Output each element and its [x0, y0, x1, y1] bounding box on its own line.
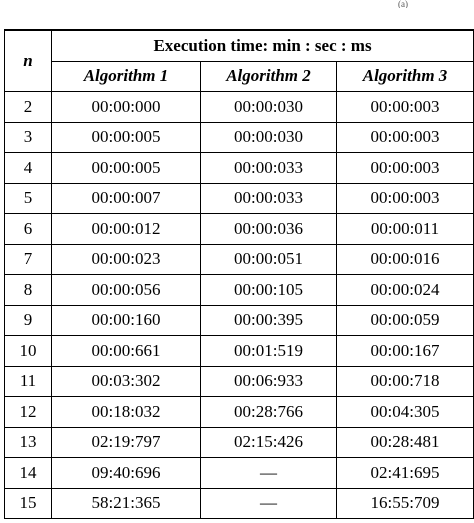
- algorithm-2-time-cell: 00:01:519: [200, 335, 337, 367]
- n-cell: 12: [4, 396, 52, 428]
- algorithm-3-time-cell: 00:00:024: [335, 274, 474, 306]
- algorithm-2-time-cell: 02:15:426: [200, 426, 337, 458]
- algorithm-3-time-cell: 00:00:003: [335, 182, 474, 214]
- algorithm-3-header: Algorithm 3: [335, 60, 474, 92]
- algorithm-2-time-cell: 00:00:036: [200, 213, 337, 245]
- algorithm-1-time-cell: 00:00:012: [51, 213, 201, 245]
- header-row-algorithms: Algorithm 1 Algorithm 2 Algorithm 3: [5, 60, 474, 92]
- n-cell: 5: [4, 182, 52, 214]
- algorithm-1-time-cell: 00:00:007: [51, 182, 201, 214]
- algorithm-1-header: Algorithm 1: [51, 60, 201, 92]
- algorithm-3-time-cell: 02:41:695: [335, 457, 474, 489]
- n-cell: 2: [4, 91, 52, 123]
- table-row: 13 02:19:797 02:15:426 00:28:481: [4, 426, 474, 458]
- execution-time-header: Execution time: min : sec : ms: [50, 29, 474, 62]
- algorithm-2-time-cell: 00:00:105: [200, 274, 337, 306]
- n-cell: 14: [4, 457, 52, 489]
- header-row-group: n Execution time: min : sec : ms: [4, 29, 474, 92]
- table-row: 8 00:00:056 00:00:105 00:00:024: [4, 274, 474, 306]
- table-row: 3 00:00:005 00:00:030 00:00:003: [4, 121, 474, 153]
- table-row: 6 00:00:012 00:00:036 00:00:011: [4, 213, 474, 245]
- n-cell: 10: [4, 335, 52, 367]
- n-cell: 9: [4, 304, 52, 336]
- corner-fragment: (a): [398, 0, 408, 8]
- table-header: n Execution time: min : sec : ms Algorit…: [4, 29, 474, 92]
- n-column-header: n: [4, 29, 52, 92]
- algorithm-2-time-cell: 00:06:933: [200, 365, 337, 397]
- table-row: 2 00:00:000 00:00:030 00:00:003: [4, 91, 474, 123]
- algorithm-2-time-cell: 00:00:395: [200, 304, 337, 336]
- algorithm-3-time-cell: 00:00:059: [335, 304, 474, 336]
- n-cell: 3: [4, 121, 52, 153]
- algorithm-1-time-cell: 09:40:696: [51, 457, 201, 489]
- n-cell: 6: [4, 213, 52, 245]
- table-row: 12 00:18:032 00:28:766 00:04:305: [4, 396, 474, 428]
- table-row: 14 09:40:696—02:41:695: [4, 457, 474, 489]
- algorithm-2-time-cell: 00:28:766: [200, 396, 337, 428]
- algorithm-3-time-cell: 00:00:718: [335, 365, 474, 397]
- algorithm-2-time-cell: 00:00:051: [200, 243, 337, 275]
- algorithm-2-time-cell: 00:00:030: [200, 121, 337, 153]
- algorithm-3-time-cell: 00:28:481: [335, 426, 474, 458]
- algorithm-2-time-cell: 00:00:033: [200, 152, 337, 184]
- algorithm-1-time-cell: 00:03:302: [51, 365, 201, 397]
- algorithm-3-time-cell: 16:55:709: [335, 487, 474, 519]
- algorithm-1-time-cell: 00:00:160: [51, 304, 201, 336]
- n-cell: 7: [4, 243, 52, 275]
- algorithm-3-time-cell: 00:04:305: [335, 396, 474, 428]
- algorithm-3-time-cell: 00:00:167: [335, 335, 474, 367]
- table-row: 7 00:00:023 00:00:051 00:00:016: [4, 243, 474, 275]
- n-cell: 11: [4, 365, 52, 397]
- table-row: 5 00:00:007 00:00:033 00:00:003: [4, 182, 474, 214]
- table-body: 2 00:00:000 00:00:030 00:00:003 3 00:00:005 00…: [4, 91, 474, 519]
- table-row: 9 00:00:160 00:00:395 00:00:059: [4, 304, 474, 336]
- table-row: 11 00:03:302 00:06:933 00:00:718: [4, 365, 474, 397]
- table-row: 10 00:00:661 00:01:519 00:00:167: [4, 335, 474, 367]
- n-cell: 15: [4, 487, 52, 519]
- algorithm-3-time-cell: 00:00:003: [335, 121, 474, 153]
- execution-time-table: n Execution time: min : sec : ms Algorit…: [4, 29, 474, 519]
- algorithm-1-time-cell: 58:21:365: [51, 487, 201, 519]
- algorithm-1-time-cell: 00:00:005: [51, 152, 201, 184]
- algorithm-3-time-cell: 00:00:003: [335, 152, 474, 184]
- algorithm-2-time-cell: —: [200, 457, 337, 489]
- algorithm-1-time-cell: 02:19:797: [51, 426, 201, 458]
- n-cell: 13: [4, 426, 52, 458]
- n-cell: 8: [4, 274, 52, 306]
- algorithm-1-time-cell: 00:00:661: [51, 335, 201, 367]
- algorithm-1-time-cell: 00:18:032: [51, 396, 201, 428]
- table-row: 15 58:21:365—16:55:709: [4, 487, 474, 519]
- algorithm-3-time-cell: 00:00:016: [335, 243, 474, 275]
- algorithm-3-time-cell: 00:00:011: [335, 213, 474, 245]
- algorithm-1-time-cell: 00:00:005: [51, 121, 201, 153]
- algorithm-1-time-cell: 00:00:023: [51, 243, 201, 275]
- algorithm-2-time-cell: 00:00:030: [200, 91, 337, 123]
- n-cell: 4: [4, 152, 52, 184]
- algorithm-3-time-cell: 00:00:003: [335, 91, 474, 123]
- algorithm-2-time-cell: 00:00:033: [200, 182, 337, 214]
- algorithm-1-time-cell: 00:00:056: [51, 274, 201, 306]
- algorithm-2-time-cell: —: [200, 487, 337, 519]
- table-row: 4 00:00:005 00:00:033 00:00:003: [4, 152, 474, 184]
- algorithm-2-header: Algorithm 2: [200, 60, 337, 92]
- algorithm-1-time-cell: 00:00:000: [51, 91, 201, 123]
